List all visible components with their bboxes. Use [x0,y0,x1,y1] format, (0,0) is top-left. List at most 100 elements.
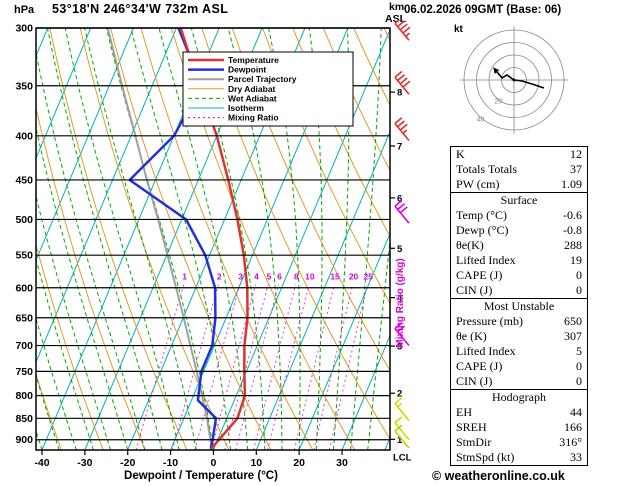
table-row: Dewp (°C) -0.8 [451,223,587,238]
table-cell-value: 0 [576,359,582,373]
table-cell-value: 0 [576,374,582,388]
km-tick-label: 8 [397,88,402,99]
xaxis-label: Dewpoint / Temperature (°C) [124,470,278,482]
temp-tick-label: 0 [211,457,217,469]
table-row: Temp (°C) -0.6 [451,208,587,223]
table-cell-value: 650 [564,314,582,328]
temp-tick-label: -10 [163,457,178,469]
km-tick-label: 5 [397,244,403,255]
table-row: CAPE (J) 0 [451,268,587,283]
pressure-tick-label: 900 [15,434,33,446]
svg-text:2: 2 [217,271,222,281]
pressure-tick-label: 650 [15,312,33,324]
svg-text:3: 3 [238,271,243,281]
km-tick-label: 6 [397,193,402,204]
table-section: Surface Temp (°C) -0.6 Dewp (°C) -0.8 θe(K) 28… [450,192,588,299]
table-cell-label: CIN (J) [456,374,493,388]
chart-datetime: 06.02.2026 09GMT (Base: 06) [404,4,562,16]
legend-item-label: Mixing Ratio [228,113,279,123]
wet-adiabat-lines [36,28,390,450]
table-section: Most Unstable Pressure (mb) 650 θe (K) 307 Li… [450,298,588,390]
pressure-unit-label: hPa [14,4,35,16]
hodo-trace [513,79,545,89]
hodo-arrowhead [493,67,500,74]
table-section-header: Hodograph [492,390,546,404]
table-cell-label: Lifted Index [456,344,516,358]
table-cell-label: Pressure (mb) [456,314,523,328]
table-cell-value: 316° [559,435,582,449]
pressure-tick-label: 300 [15,23,33,35]
svg-text:1: 1 [182,271,187,281]
hodo-ring-label: 40 [477,116,485,123]
table-cell-value: 12 [570,147,582,161]
km-tick-label: 4 [397,293,403,304]
table-row: θe (K) 307 [451,329,587,344]
km-tick-label: 2 [397,389,402,400]
svg-text:10: 10 [305,271,315,281]
temp-tick-label: 20 [293,457,305,469]
pressure-tick-label: 500 [15,214,33,226]
mixing-axis-label: Mixing Ratio (g/kg) [395,258,406,347]
table-cell-value: 33 [570,450,582,464]
temp-tick-label: -40 [34,457,49,469]
legend-item-label: Temperature [228,55,279,65]
table-cell-value: -0.8 [563,223,582,237]
skewt-chart: 300350400450500550600650700750800850900-… [15,20,412,469]
hodo-ring [488,54,540,106]
table-section: K 12 Totals Totals 37 PW (cm) 1.09 [450,146,588,193]
table-cell-label: K [456,147,465,161]
table-cell-value: 0 [576,268,582,282]
table-cell-label: PW (cm) [456,177,500,191]
pressure-tick-label: 750 [15,366,33,378]
table-cell-value: 288 [564,238,582,252]
svg-text:8: 8 [294,271,299,281]
table-row: EH 44 [451,405,587,420]
altitude-unit-asl: ASL [385,13,406,25]
svg-text:5: 5 [267,271,272,281]
hodo-unit-label: kt [454,24,464,35]
mixing-ratio-lines [135,284,368,450]
table-row: SREH 166 [451,420,587,435]
hodo-ring [501,67,527,93]
pressure-tick-label: 700 [15,340,33,352]
table-row: Totals Totals 37 [451,162,587,177]
table-row: CIN (J) 0 [451,374,587,389]
legend-item-label: Dry Adiabat [228,84,276,94]
svg-text:4: 4 [254,271,259,281]
pressure-tick-label: 400 [15,130,33,142]
svg-text:25: 25 [363,271,373,281]
legend-item-label: Wet Adiabat [228,93,277,103]
dry-adiabat-lines [36,28,390,450]
table-cell-value: -0.6 [563,208,582,222]
mixing-ratio-labels: 1 2 3 4 5 6 8 10 15 20 25 [182,271,373,281]
svg-text:20: 20 [349,271,359,281]
table-cell-label: StmDir [456,435,492,449]
temp-tick-label: 10 [250,457,262,469]
table-row: StmSpd (kt) 33 [451,450,587,465]
table-cell-value: 166 [564,420,582,434]
pressure-tick-label: 800 [15,390,33,402]
km-tick-label: 3 [397,342,402,353]
km-tick-label: 7 [397,141,402,152]
table-cell-label: CIN (J) [456,283,493,297]
table-row: K 12 [451,147,587,162]
hodo-trace-low [496,71,515,81]
table-row: CIN (J) 0 [451,283,587,298]
table-row: PW (cm) 1.09 [451,177,587,192]
table-section: Hodograph EH 44 SREH 166 StmDir 316° StmSpd (kt… [450,389,588,466]
table-cell-value: 1.09 [561,177,582,191]
hodo-ring [463,29,565,131]
table-cell-value: 0 [576,283,582,297]
table-cell-label: StmSpd (kt) [456,450,515,464]
indices-tables: K 12 Totals Totals 37 PW (cm) 1.09 Surface Temp… [450,146,588,466]
temp-tick-label: -30 [77,457,92,469]
pressure-tick-label: 450 [15,174,33,186]
table-cell-label: Lifted Index [456,253,516,267]
svg-text:15: 15 [330,271,340,281]
copyright: © weatheronline.co.uk [432,469,565,483]
pressure-tick-label: 600 [15,282,33,294]
legend-item-label: Isotherm [228,103,264,113]
temp-tick-label: -20 [120,457,135,469]
pressure-tick-label: 350 [15,80,33,92]
